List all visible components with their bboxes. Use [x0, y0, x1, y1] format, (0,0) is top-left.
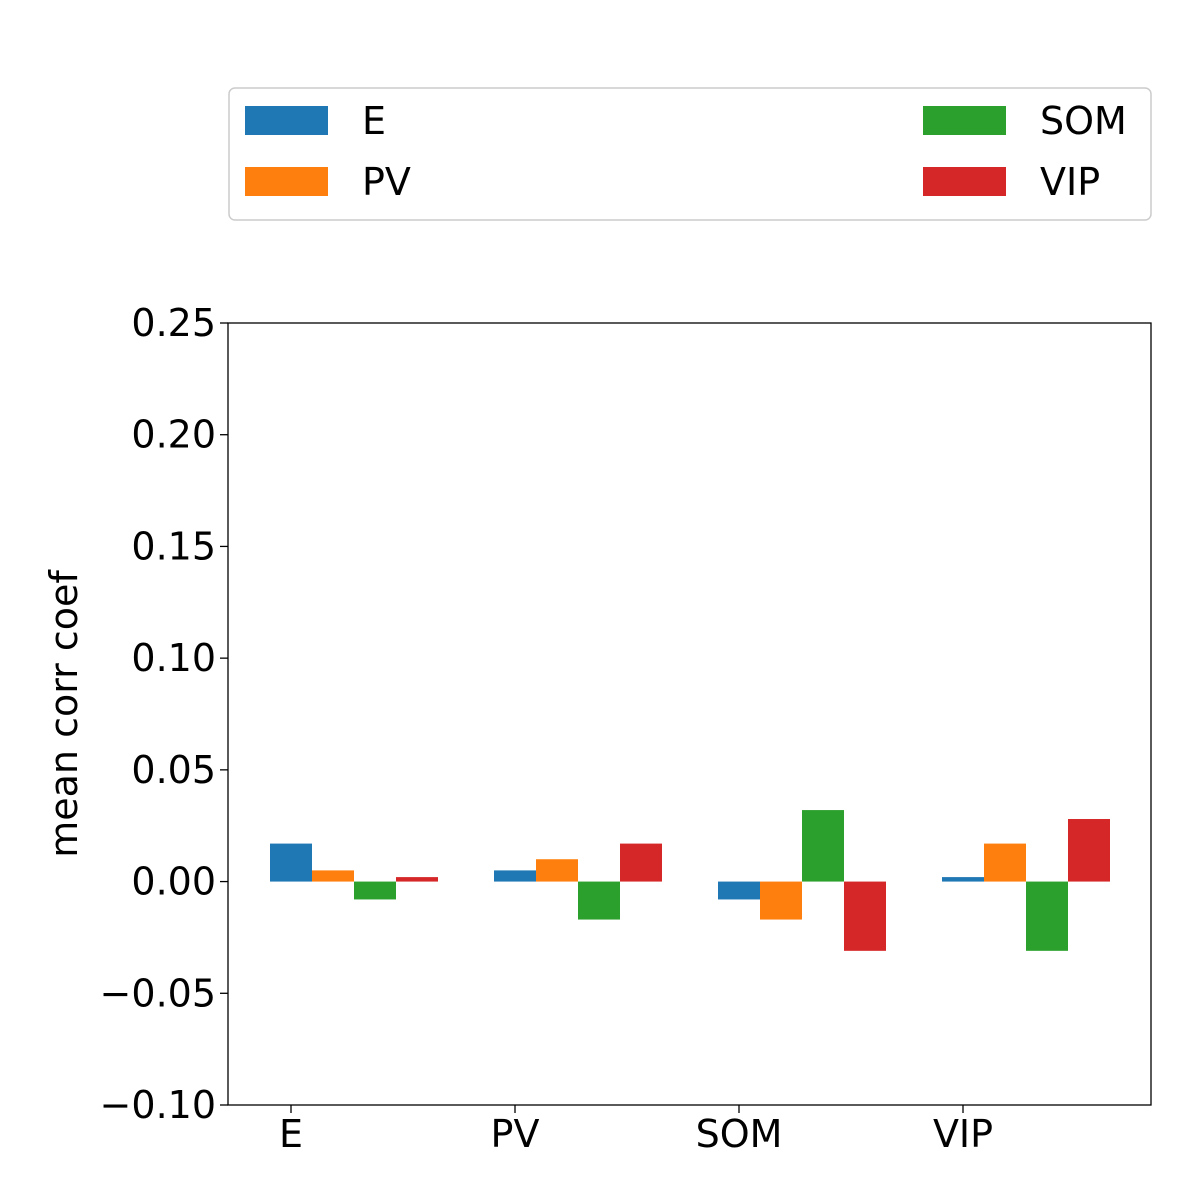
bar-pv-vip [620, 843, 662, 882]
bar-vip-e [942, 877, 984, 882]
legend-swatch-e [245, 106, 328, 135]
bar-e-som [354, 881, 396, 900]
legend-swatch-vip [923, 167, 1006, 196]
bar-e-e [270, 843, 312, 882]
bar-vip-pv [984, 843, 1026, 882]
bar-som-som [802, 810, 844, 882]
legend-label-vip: VIP [1040, 160, 1100, 204]
legend: E PV SOM VIP [228, 87, 1152, 221]
y-tick-label: −0.05 [100, 971, 216, 1015]
x-tick-label: VIP [933, 1112, 993, 1156]
x-axis: E PV SOM VIP [279, 1105, 993, 1156]
x-tick-label: PV [491, 1112, 540, 1156]
x-tick-label: E [279, 1112, 303, 1156]
bar-e-pv [312, 870, 354, 882]
y-tick-label: 0.05 [131, 748, 216, 792]
y-axis-label: mean corr coef [42, 569, 86, 858]
legend-label-som: SOM [1040, 99, 1127, 143]
legend-label-pv: PV [362, 160, 411, 204]
legend-swatch-som [923, 106, 1006, 135]
y-tick-label: 0.10 [131, 636, 216, 680]
bar-e-vip [396, 877, 438, 882]
bars [270, 810, 1110, 951]
legend-frame [228, 87, 1152, 221]
y-tick-label: 0.15 [131, 524, 216, 568]
y-tick-label: −0.10 [100, 1083, 216, 1127]
bar-som-pv [760, 881, 802, 920]
plot-frame [227, 322, 1152, 1106]
legend-label-e: E [362, 99, 386, 143]
x-tick-label: SOM [696, 1112, 783, 1156]
legend-swatch-pv [245, 167, 328, 196]
bar-vip-som [1026, 881, 1068, 951]
bar-pv-e [494, 870, 536, 882]
bar-vip-vip [1068, 819, 1110, 882]
y-tick-label: 0.20 [131, 413, 216, 457]
bar-pv-pv [536, 859, 578, 882]
y-tick-label: 0.25 [131, 301, 216, 345]
bar-pv-som [578, 881, 620, 920]
y-axis: −0.10 −0.05 0.00 0.05 0.10 0.15 0.20 0.25 [100, 301, 228, 1127]
bar-som-e [718, 881, 760, 900]
bar-som-vip [844, 881, 886, 951]
y-tick-label: 0.00 [131, 860, 216, 904]
